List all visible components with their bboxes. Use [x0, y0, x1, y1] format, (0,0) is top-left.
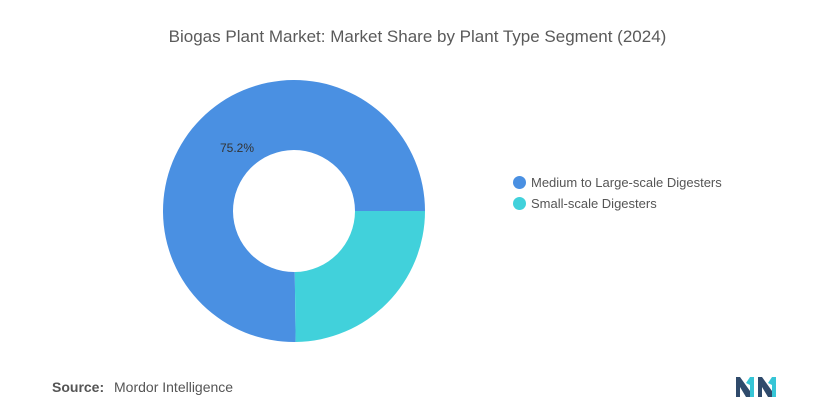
legend-swatch	[513, 176, 526, 189]
slice-small-scale-digesters	[294, 211, 426, 342]
legend-label: Medium to Large-scale Digesters	[531, 175, 722, 190]
legend-item-small-scale: Small-scale Digesters	[513, 193, 722, 214]
source-label: Source:	[52, 379, 105, 395]
source-text: Mordor Intelligence	[114, 379, 234, 395]
legend: Medium to Large-scale Digesters Small-sc…	[513, 172, 722, 214]
chart-title: Biogas Plant Market: Market Share by Pla…	[168, 27, 667, 46]
data-label-medium-large: 75.2%	[220, 141, 254, 155]
legend-label: Small-scale Digesters	[531, 196, 657, 211]
legend-item-medium-large: Medium to Large-scale Digesters	[513, 172, 722, 193]
slice-medium-large-digesters	[162, 80, 425, 342]
mordor-intelligence-logo-icon	[736, 377, 776, 397]
donut-slices	[162, 80, 426, 342]
legend-swatch	[513, 197, 526, 210]
data-labels: 75.2%	[220, 141, 254, 155]
source-note: Source: Mordor Intelligence	[52, 379, 233, 395]
